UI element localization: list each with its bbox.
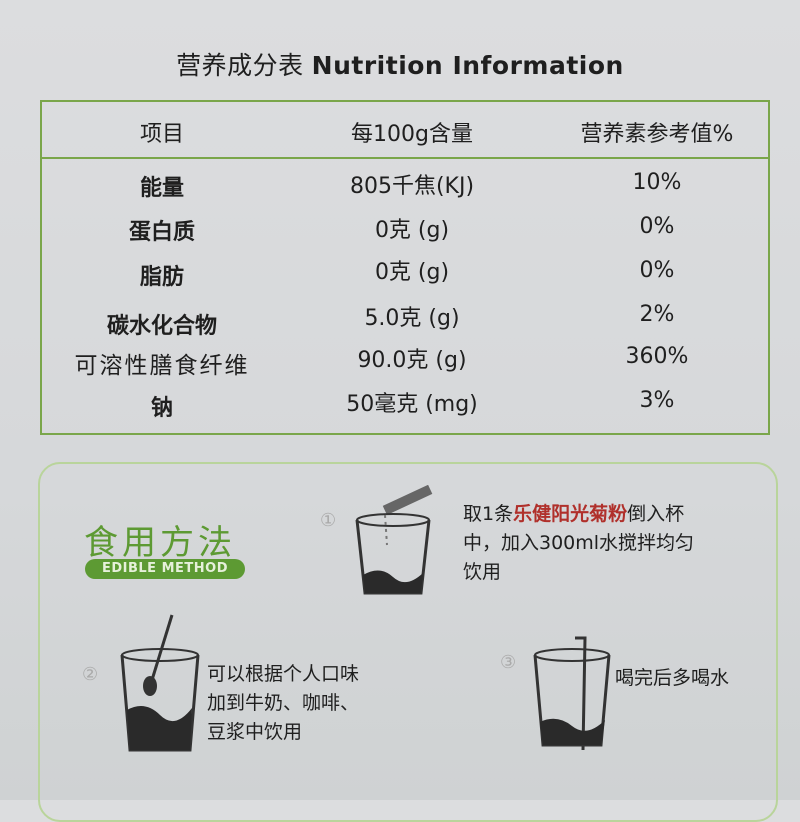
step-3-text: 喝完后多喝水 [615,667,730,689]
step-1-number: ① [320,510,337,531]
cup-with-sachet-icon [355,485,433,595]
step-1-line2: 中，加入300ml水搅拌均匀 [463,532,695,554]
method-title-cn: 食用方法 [84,523,236,563]
table-header: 项目 每100g含量 营养素参考值% [42,102,768,159]
cup-with-straw-icon [533,636,611,751]
row-item: 碳水化合物 [106,314,217,339]
header-nrv: 营养素参考值% [580,122,734,147]
step-2-text: 可以根据个人口味 加到牛奶、咖啡、 豆浆中饮用 [207,660,359,747]
row-item: 可溶性膳食纤维 [74,353,250,379]
cup-with-spoon-icon [120,614,200,752]
page-title: 营养成分表 Nutrition Information [0,46,800,82]
row-item: 蛋白质 [128,220,195,245]
row-nrv: 2% [639,302,675,327]
step-2-line1: 可以根据个人口味 [207,663,360,685]
row-item: 能量 [139,176,184,201]
nutrition-table: 项目 每100g含量 营养素参考值% 能量 805千焦(KJ) 10% 蛋白质 0克 … [40,100,770,435]
method-title-en-badge: EDIBLE METHOD [85,559,245,579]
row-nrv: 10% [632,170,682,195]
row-amount: 5.0克 (g) [364,306,460,331]
row-nrv: 3% [639,388,675,413]
row-nrv: 0% [639,214,675,239]
row-amount: 0克 (g) [374,218,450,243]
row-item: 脂肪 [139,265,184,290]
row-item: 钠 [150,396,173,421]
row-nrv: 360% [625,344,689,369]
brand-name: 乐健阳光菊粉 [513,503,628,525]
header-item: 项目 [139,122,184,147]
header-amount: 每100g含量 [351,122,473,147]
title-en: Nutrition Information [311,51,624,80]
row-amount: 90.0克 (g) [357,348,467,373]
row-amount: 0克 (g) [374,260,450,285]
step-1-post: 倒入杯 [627,503,685,525]
row-nrv: 0% [639,258,675,283]
step-3-number: ③ [500,652,517,673]
step-2-line3: 豆浆中饮用 [207,721,303,743]
step-1-line3: 饮用 [463,561,502,583]
step-2-line2: 加到牛奶、咖啡、 [207,692,360,714]
step-1-pre: 取1条 [463,503,514,525]
row-amount: 50毫克 (mg) [346,392,478,417]
title-cn: 营养成分表 [176,51,304,80]
row-amount: 805千焦(KJ) [349,174,475,199]
step-1-text: 取1条乐健阳光菊粉倒入杯 中，加入300ml水搅拌均匀 饮用 [463,500,694,587]
step-2-number: ② [82,664,99,685]
